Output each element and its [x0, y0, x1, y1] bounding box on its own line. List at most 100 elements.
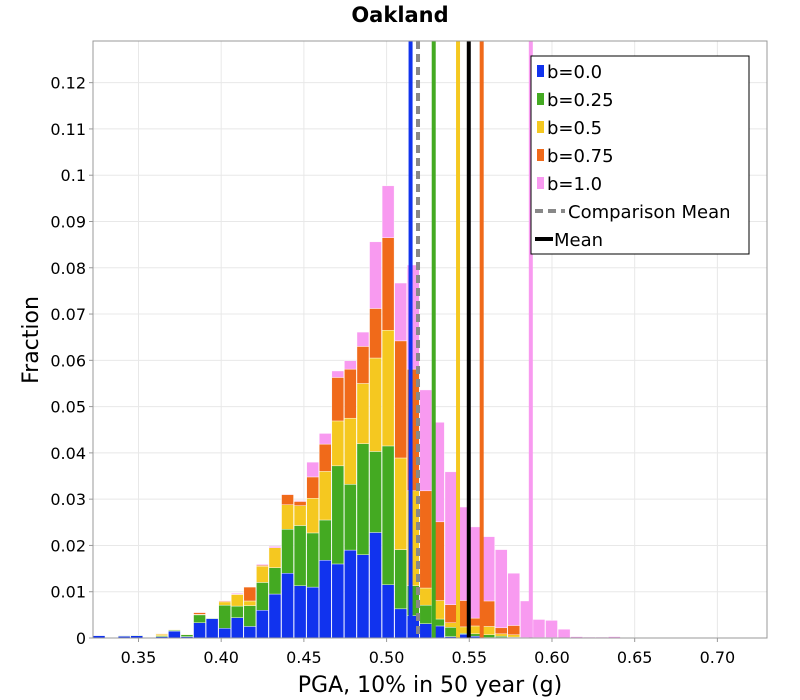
bar-segment-b-1-0 — [306, 461, 319, 478]
bar-segment-b-0-25 — [319, 519, 332, 561]
bar-segment-b-0-25 — [218, 604, 231, 629]
bar-segment-b-1-0 — [495, 549, 508, 629]
bar-segment-b-0-75 — [306, 476, 319, 499]
bar-segment-b-0-5 — [268, 547, 282, 568]
bar-segment-b-0-5 — [231, 594, 244, 607]
bar-segment-b-0-25 — [482, 634, 495, 638]
bar-segment-b-0-75 — [155, 633, 169, 635]
bar-segment-b-0-75 — [369, 308, 382, 359]
bar-segment-b-0-0 — [381, 584, 395, 639]
bar-segment-b-0-25 — [117, 635, 131, 637]
bar-segment-b-1-0 — [281, 493, 294, 495]
bar-segment-b-0-25 — [381, 445, 395, 585]
bar-segment-b-1-0 — [545, 620, 558, 638]
bar-segment-b-0-0 — [293, 585, 307, 639]
bar-segment-b-0-0 — [344, 549, 357, 639]
x-tick-label: 0.55 — [451, 648, 487, 667]
bar-segment-b-0-0 — [231, 617, 244, 639]
bar-segment-b-0-25 — [444, 627, 458, 637]
bar-segment-b-0-5 — [394, 457, 407, 550]
y-axis-title: Fraction — [19, 296, 44, 384]
bar-segment-b-1-0 — [532, 619, 546, 638]
bar-segment-b-0-0 — [168, 630, 181, 639]
bar-segment-b-0-0 — [193, 622, 206, 639]
legend-label-b-0-5: b=0.5 — [547, 118, 602, 139]
bar-segment-b-0-0 — [394, 608, 407, 639]
bar-segment-b-1-0 — [356, 331, 370, 347]
bar-segment-b-0-5 — [369, 357, 382, 452]
bar-segment-b-0-75 — [495, 627, 508, 635]
bar-segment-b-0-5 — [306, 498, 319, 534]
bar-segment-b-0-25 — [180, 634, 194, 637]
x-axis-title: PGA, 10% in 50 year (g) — [298, 673, 562, 698]
bar-segment-b-0-25 — [193, 614, 206, 623]
bar-segment-b-0-75 — [482, 600, 495, 627]
bar-segment-b-0-5 — [180, 634, 194, 635]
bar-segment-b-0-0 — [218, 628, 231, 639]
bar-segment-b-1-0 — [369, 241, 382, 309]
legend-label-b-0-25: b=0.25 — [547, 90, 614, 111]
bar-segment-b-0-25 — [394, 549, 407, 610]
bar-segment-b-1-0 — [319, 433, 332, 445]
bar-segment-b-0-25 — [281, 529, 294, 574]
legend-label-b-0-0: b=0.0 — [547, 62, 602, 83]
bar-segment-b-0-25 — [306, 532, 319, 588]
bar-segment-b-0-25 — [268, 567, 282, 595]
bar-segment-b-0-25 — [205, 617, 219, 619]
bar-segment-b-0-25 — [243, 605, 257, 627]
y-tick-label: 0.03 — [50, 490, 86, 509]
bar-segment-b-0-5 — [168, 629, 181, 631]
bar-segment-b-0-5 — [495, 633, 508, 637]
bar-segment-b-1-0 — [344, 360, 357, 370]
bar-segment-b-0-0 — [419, 623, 432, 639]
legend: b=0.0 b=0.25 b=0.5 b=0.75 b=1.0 Comparison Me… — [530, 55, 750, 255]
bar-segment-b-0-25 — [293, 525, 307, 586]
bar-segment-b-0-0 — [331, 563, 345, 639]
bar-segment-b-0-5 — [243, 600, 257, 606]
bar-segment-b-1-0 — [293, 500, 307, 502]
y-tick-label: 0.08 — [50, 259, 86, 278]
bar-segment-b-0-75 — [419, 490, 432, 589]
bar-segment-b-1-0 — [381, 185, 395, 238]
bar-segment-b-1-0 — [331, 370, 345, 378]
x-tick-label: 0.60 — [534, 648, 570, 667]
bar-segment-b-0-5 — [218, 601, 231, 606]
bar-segment-b-1-0 — [193, 611, 206, 613]
bar-segment-b-0-5 — [482, 626, 495, 635]
legend-swatch-b-1-0 — [537, 177, 544, 189]
bar-segment-b-0-75 — [356, 346, 370, 384]
bar-segment-b-0-5 — [444, 622, 458, 628]
y-tick-label: 0.01 — [50, 583, 86, 602]
bar-segment-b-0-25 — [495, 635, 508, 638]
bar-segment-b-1-0 — [256, 564, 269, 566]
bar-segment-b-0-0 — [306, 586, 319, 639]
bar-segment-b-0-5 — [507, 634, 520, 638]
y-tick-label: 0.07 — [50, 305, 86, 324]
bar-segment-b-0-5 — [344, 417, 357, 485]
bar-segment-b-0-25 — [130, 635, 143, 636]
bar-segment-b-0-75 — [331, 377, 345, 422]
bar-segment-b-0-25 — [356, 443, 370, 555]
bar-segment-b-0-0 — [356, 554, 370, 639]
chart-title: Oakland — [351, 3, 448, 27]
legend-swatch-b-0-25 — [537, 93, 544, 105]
y-tick-label: 0.05 — [50, 398, 86, 417]
legend-label-comparison-mean: Comparison Mean — [568, 202, 731, 223]
bar-segment-b-1-0 — [507, 573, 520, 626]
bar-segment-b-0-0 — [369, 532, 382, 639]
bar-segment-b-1-0 — [482, 536, 495, 602]
bar-segment-b-1-0 — [419, 389, 432, 492]
bar-segment-b-0-75 — [444, 604, 458, 623]
bar-segment-b-0-0 — [205, 618, 219, 639]
legend-label-mean: Mean — [554, 230, 603, 251]
legend-swatch-b-0-5 — [537, 121, 544, 133]
bar-segment-b-0-25 — [256, 582, 269, 611]
bar-segment-b-0-5 — [381, 330, 395, 447]
bar-segment-b-0-75 — [193, 612, 206, 615]
bar-segment-b-0-25 — [369, 451, 382, 533]
bar-segment-b-0-75 — [344, 368, 357, 419]
bar-segment-b-0-5 — [319, 471, 332, 521]
bar-segment-b-0-75 — [243, 586, 257, 602]
x-tick-label: 0.40 — [203, 648, 239, 667]
